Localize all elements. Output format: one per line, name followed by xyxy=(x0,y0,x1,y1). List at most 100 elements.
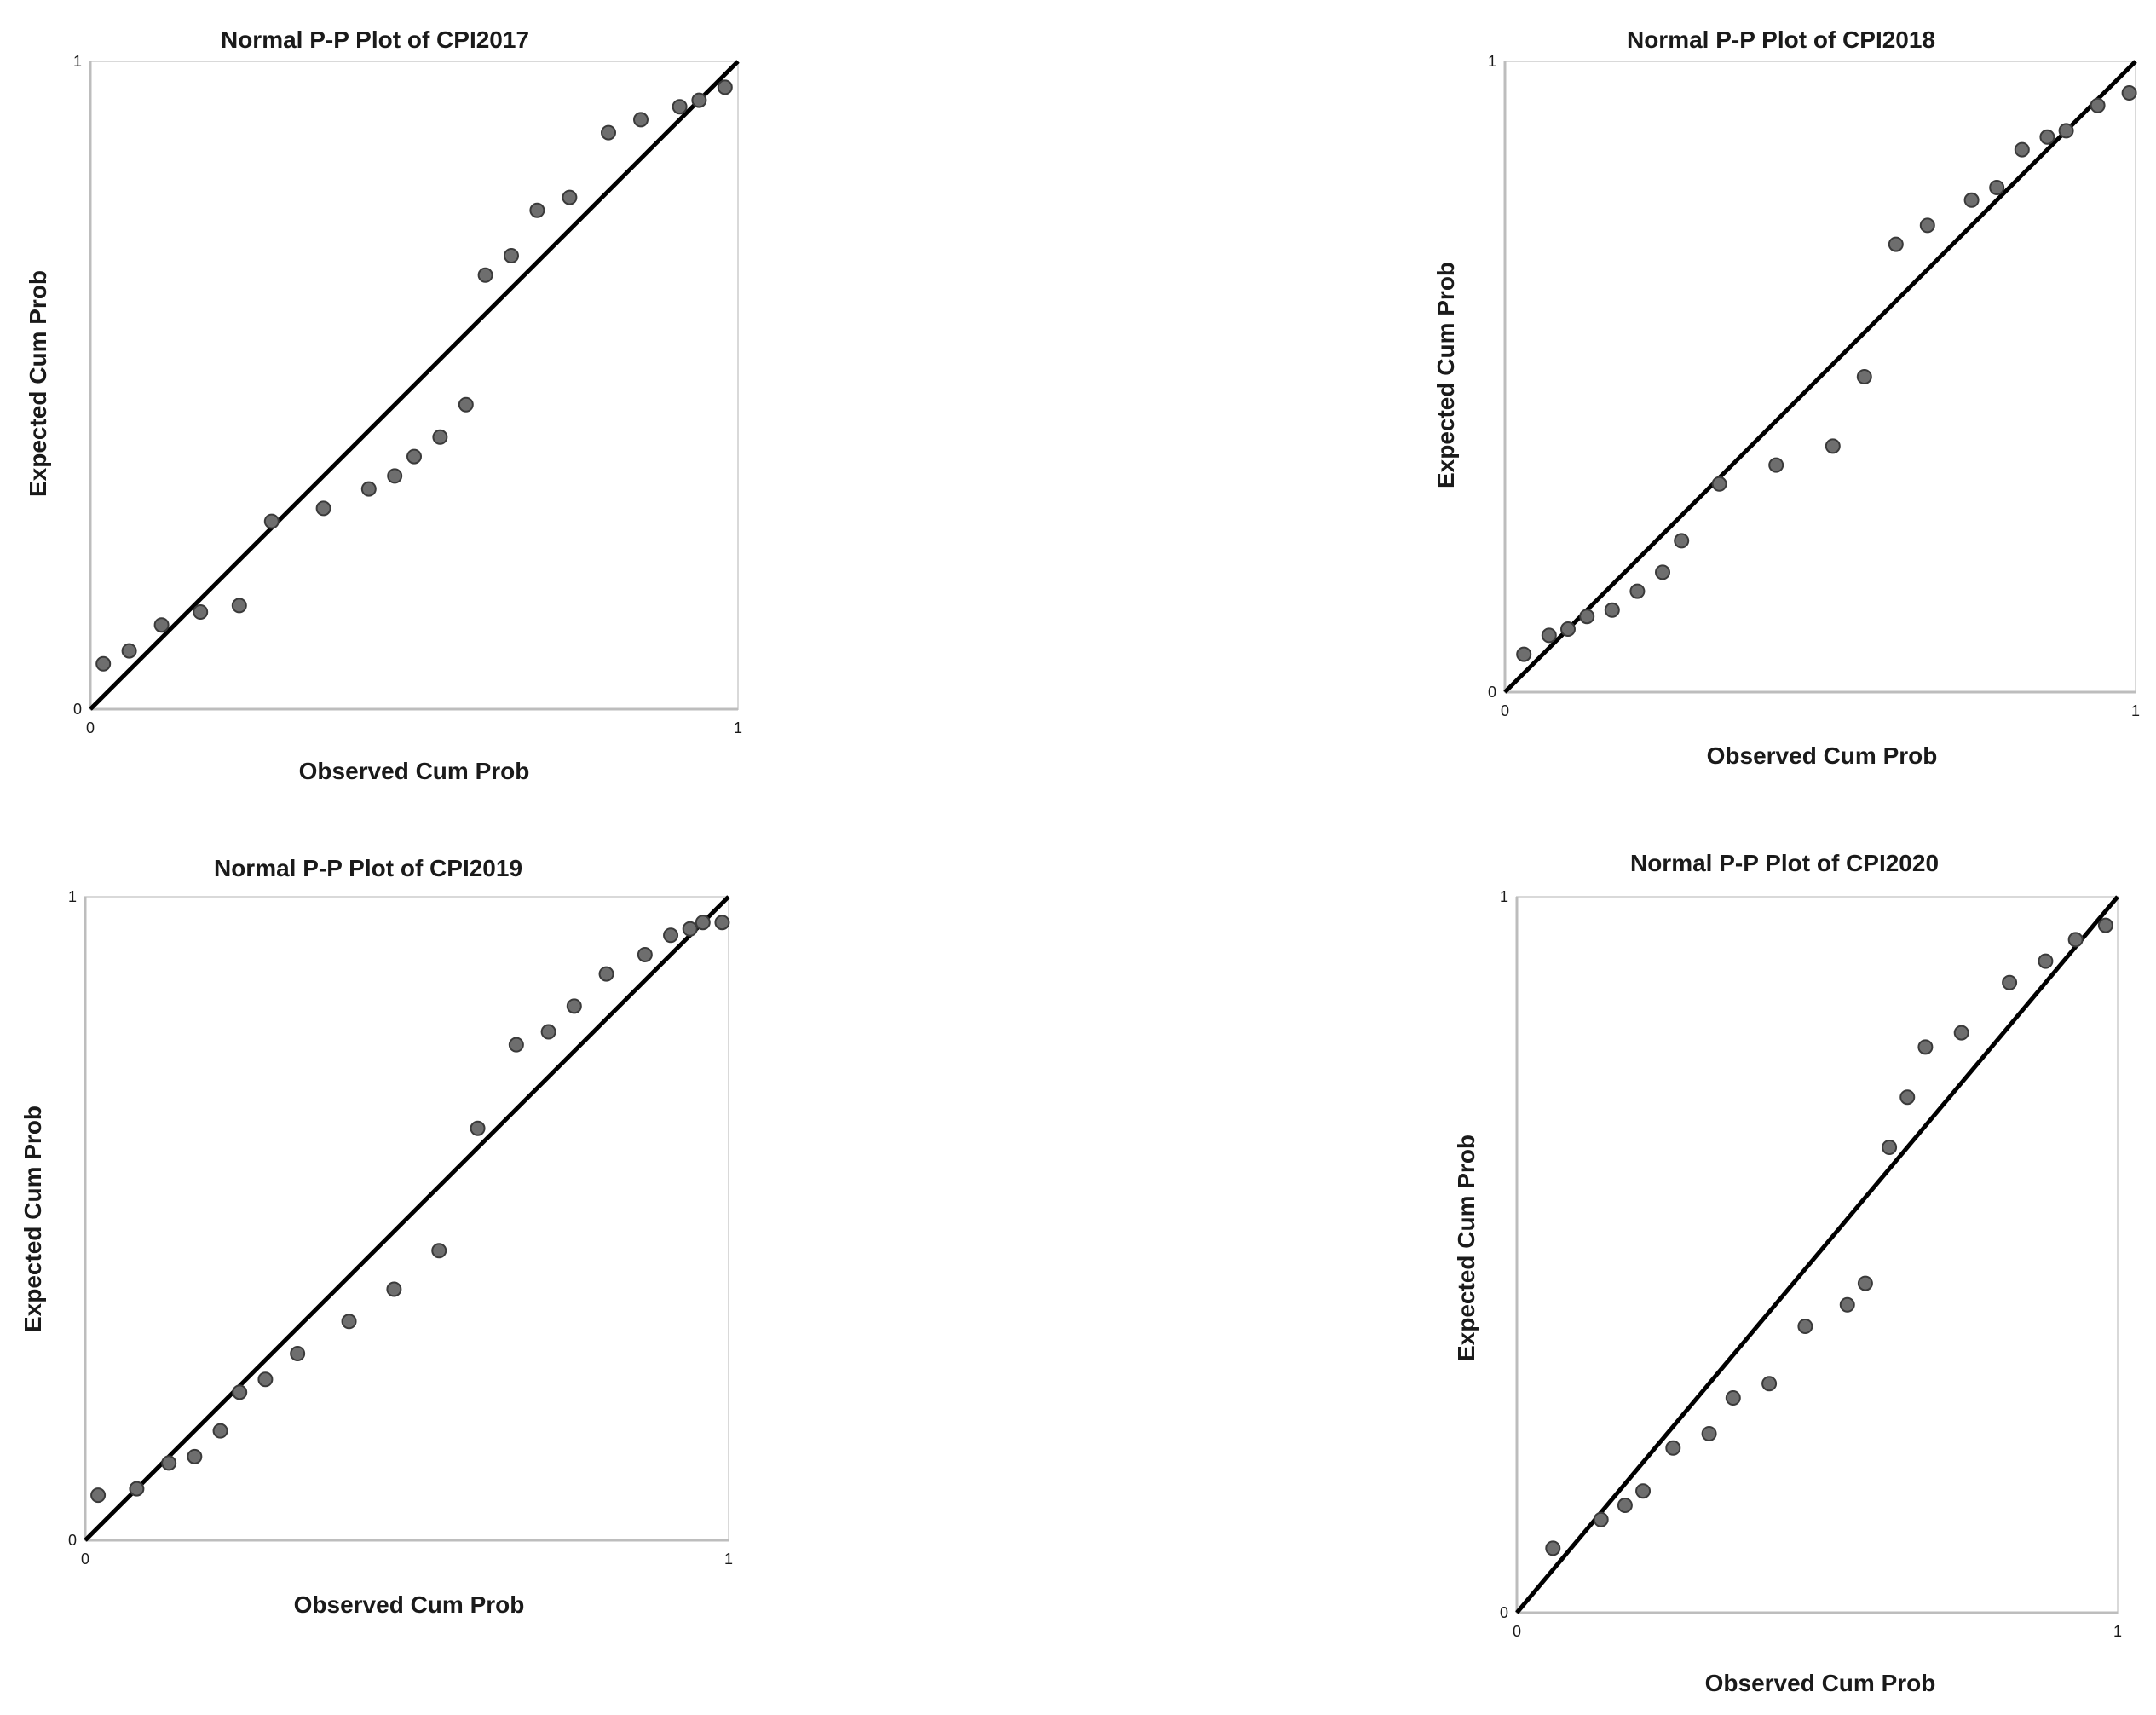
data-point xyxy=(2097,917,2113,933)
data-point xyxy=(121,643,137,659)
y-axis-label: Expected Cum Prob xyxy=(1453,1135,1479,1361)
data-point xyxy=(95,655,112,672)
data-point xyxy=(1541,627,1557,644)
y-axis-label: Expected Cum Prob xyxy=(20,1106,46,1332)
data-point xyxy=(290,1346,306,1362)
data-point xyxy=(1857,1275,1873,1291)
data-point xyxy=(1725,1390,1741,1406)
data-point xyxy=(315,500,331,517)
data-point xyxy=(663,927,679,944)
data-point xyxy=(691,92,707,108)
pp-plot-cpi2017: Normal P-P Plot of CPI2017 Expected Cum … xyxy=(0,0,852,810)
data-point xyxy=(1617,1498,1633,1513)
data-point xyxy=(504,248,519,263)
data-point xyxy=(508,1037,524,1053)
y-tick-label: 0 xyxy=(1488,684,1496,701)
x-tick-label: 1 xyxy=(2113,1623,2122,1640)
data-point xyxy=(2039,129,2055,145)
pp-plot-cpi2020-svg: Normal P-P Plot of CPI2020 Expected Cum … xyxy=(1453,850,2122,1696)
x-tick-label: 0 xyxy=(81,1550,89,1568)
data-point xyxy=(1888,236,1904,252)
data-point xyxy=(263,513,280,529)
data-point xyxy=(672,99,688,115)
data-point xyxy=(1761,1376,1778,1392)
data-point xyxy=(406,448,422,465)
data-point xyxy=(153,617,170,633)
pp-plot-cpi2019: Normal P-P Plot of CPI2019 Expected Cum … xyxy=(0,835,852,1637)
pp-plot-cpi2018: Normal P-P Plot of CPI2018 Expected Cum … xyxy=(1406,0,2156,810)
data-point xyxy=(566,998,582,1014)
chart-title: Normal P-P Plot of CPI2020 xyxy=(1630,850,1939,876)
y-axis-label: Expected Cum Prob xyxy=(25,270,51,497)
data-point xyxy=(1797,1319,1813,1334)
chart-title: Normal P-P Plot of CPI2019 xyxy=(214,855,522,881)
data-point xyxy=(633,112,649,128)
x-tick-label: 1 xyxy=(734,719,742,736)
x-axis-label: Observed Cum Prob xyxy=(1707,742,1938,769)
x-axis-label: Observed Cum Prob xyxy=(294,1591,525,1618)
data-point xyxy=(187,1448,203,1464)
data-point xyxy=(1545,1540,1561,1556)
reference-line xyxy=(89,60,740,711)
data-point xyxy=(360,481,377,497)
reference-line xyxy=(1503,60,2137,694)
data-point xyxy=(1917,1039,1934,1055)
data-point xyxy=(2090,97,2106,113)
reference-line xyxy=(84,895,730,1542)
data-point xyxy=(2014,141,2030,158)
data-point xyxy=(1899,1089,1916,1106)
data-point xyxy=(129,1481,145,1497)
x-tick-label: 0 xyxy=(1513,1623,1521,1640)
data-point xyxy=(458,396,474,413)
data-point xyxy=(193,604,209,620)
data-point xyxy=(1953,1025,1969,1041)
data-point xyxy=(1882,1140,1898,1155)
data-point xyxy=(2121,85,2137,101)
data-point xyxy=(714,915,730,931)
data-point xyxy=(1635,1483,1652,1499)
y-axis-label: Expected Cum Prob xyxy=(1433,262,1459,488)
y-tick-label: 1 xyxy=(68,888,77,905)
x-tick-label: 0 xyxy=(1501,702,1509,719)
data-point xyxy=(540,1024,556,1040)
data-point xyxy=(161,1455,177,1471)
chart-title: Normal P-P Plot of CPI2017 xyxy=(221,26,529,53)
data-point xyxy=(341,1314,357,1330)
pp-plot-cpi2020: Normal P-P Plot of CPI2020 Expected Cum … xyxy=(1440,835,2156,1713)
data-point xyxy=(1989,180,2005,195)
data-point xyxy=(1919,217,1935,234)
y-tick-label: 1 xyxy=(73,53,82,70)
data-point xyxy=(1604,602,1620,618)
y-tick-label: 0 xyxy=(68,1532,77,1549)
data-point xyxy=(562,189,578,205)
data-point xyxy=(1674,533,1690,549)
y-tick-label: 1 xyxy=(1500,888,1508,905)
pp-plot-cpi2017-svg: Normal P-P Plot of CPI2017 Expected Cum … xyxy=(25,26,742,784)
chart-title: Normal P-P Plot of CPI2018 xyxy=(1627,26,1935,53)
data-point xyxy=(90,1487,107,1504)
data-point xyxy=(477,267,493,283)
data-point xyxy=(1655,564,1670,580)
x-axis-label: Observed Cum Prob xyxy=(1705,1670,1936,1696)
data-point xyxy=(1579,609,1595,625)
data-point xyxy=(1825,438,1841,454)
data-point xyxy=(1629,583,1646,599)
data-point xyxy=(695,915,711,931)
data-point xyxy=(1593,1511,1609,1527)
data-point xyxy=(1665,1440,1681,1456)
data-point xyxy=(1711,476,1727,492)
data-point xyxy=(717,79,733,95)
data-point xyxy=(1516,646,1532,662)
data-point xyxy=(2002,974,2018,990)
data-point xyxy=(212,1423,228,1439)
data-point xyxy=(1560,621,1576,637)
x-axis-label: Observed Cum Prob xyxy=(299,758,530,784)
data-point xyxy=(1768,457,1784,473)
data-point xyxy=(387,468,403,484)
data-point xyxy=(2038,953,2054,969)
data-point xyxy=(1701,1426,1717,1441)
y-tick-label: 1 xyxy=(1488,53,1496,70)
data-point xyxy=(470,1120,486,1136)
data-point xyxy=(432,429,448,445)
data-point xyxy=(232,1384,248,1400)
